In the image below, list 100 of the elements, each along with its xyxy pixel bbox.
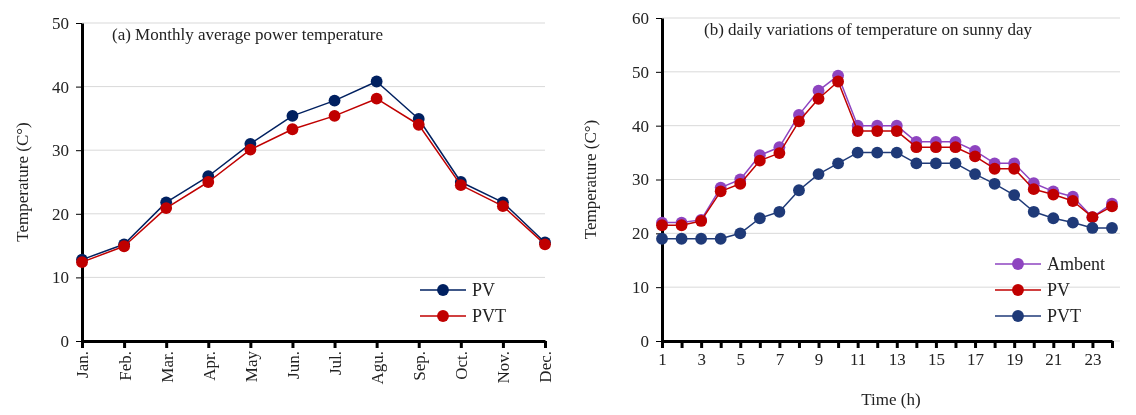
- point: [1086, 222, 1099, 234]
- point: [328, 109, 341, 122]
- point: [202, 176, 215, 188]
- y-tick-label: 20: [632, 224, 649, 244]
- point: [988, 162, 1001, 175]
- point: [1027, 183, 1040, 196]
- point: [910, 141, 923, 154]
- y-tick-label: 0: [640, 331, 649, 351]
- point: [714, 185, 727, 198]
- x-tick-label: 9: [814, 350, 824, 369]
- x-tick-label: Sep.: [410, 351, 430, 381]
- point: [949, 141, 962, 154]
- x-tick-label: Jul.: [326, 351, 345, 376]
- y-axis-title: Temperature (C°): [581, 119, 600, 240]
- x-axis-title: Time (h): [861, 390, 921, 409]
- point: [454, 179, 467, 192]
- chart-title: (b) daily variations of temperature on sunny day: [704, 20, 1033, 39]
- point: [1008, 189, 1021, 202]
- point: [1047, 212, 1060, 225]
- point: [1106, 222, 1118, 234]
- point: [969, 168, 981, 181]
- point: [734, 227, 747, 240]
- x-tick-label: 11: [849, 350, 867, 369]
- point: [773, 147, 786, 160]
- x-tick-label: 15: [927, 350, 945, 369]
- point: [656, 232, 668, 245]
- point: [793, 115, 805, 128]
- x-tick-label: Agu.: [368, 351, 388, 385]
- legend-label: PVT: [1047, 306, 1082, 326]
- point: [871, 125, 884, 137]
- x-tick-label: Jan.: [73, 351, 93, 378]
- point: [949, 157, 962, 170]
- point: [851, 125, 864, 137]
- x-tick-label: May: [241, 350, 261, 383]
- legend-label: PV: [472, 280, 496, 300]
- point: [496, 200, 509, 213]
- x-tick-label: 23: [1084, 350, 1102, 369]
- x-tick-label: 17: [967, 350, 985, 369]
- point: [930, 157, 942, 170]
- point: [930, 141, 942, 154]
- x-tick-label: Feb.: [115, 351, 135, 381]
- point: [753, 154, 766, 167]
- x-tick-label: 5: [736, 350, 746, 369]
- y-tick-label: 30: [52, 141, 69, 161]
- point: [812, 168, 825, 181]
- y-tick-label: 0: [60, 331, 69, 351]
- y-axis-title: Temperature (C°): [13, 122, 32, 242]
- point: [890, 125, 903, 137]
- point: [714, 232, 727, 245]
- point: [910, 157, 923, 170]
- point: [871, 146, 884, 159]
- x-tick-label: 3: [697, 350, 706, 369]
- x-tick-label: 19: [1006, 350, 1024, 369]
- point: [328, 94, 341, 107]
- x-tick-label: 21: [1045, 350, 1063, 369]
- point: [244, 143, 257, 156]
- point: [812, 92, 825, 105]
- point: [851, 146, 864, 159]
- point: [832, 157, 844, 170]
- point: [1066, 216, 1079, 229]
- x-tick-label: 7: [775, 350, 785, 369]
- legend-label: PVT: [472, 306, 507, 326]
- point: [370, 92, 383, 105]
- y-tick-label: 10: [632, 278, 649, 298]
- y-tick-label: 20: [52, 204, 69, 224]
- point: [890, 146, 903, 159]
- point: [1066, 195, 1079, 207]
- point: [286, 109, 299, 122]
- point: [773, 205, 786, 218]
- point: [160, 202, 173, 214]
- point: [988, 177, 1001, 190]
- x-tick-label: Oct.: [452, 351, 472, 380]
- point: [370, 75, 383, 88]
- chart-title: (a) Monthly average power temperature: [112, 25, 383, 44]
- point: [734, 177, 747, 190]
- point: [969, 150, 981, 163]
- x-tick-label: Mar.: [157, 351, 177, 383]
- point: [675, 232, 688, 245]
- x-tick-label: Dec.: [536, 351, 556, 383]
- y-tick-label: 40: [52, 77, 69, 97]
- x-tick-label: Jun.: [283, 351, 303, 379]
- point: [832, 75, 844, 88]
- y-tick-label: 50: [632, 62, 649, 82]
- legend-label: Ambent: [1047, 254, 1105, 274]
- point: [286, 123, 299, 136]
- legend-label: PV: [1047, 280, 1071, 300]
- point: [1027, 205, 1040, 218]
- point: [412, 118, 425, 131]
- x-tick-label: 1: [658, 350, 667, 369]
- x-tick-label: Nov.: [494, 351, 514, 384]
- y-tick-label: 50: [52, 13, 69, 33]
- point: [753, 212, 766, 225]
- point: [695, 232, 708, 245]
- y-tick-label: 40: [632, 116, 649, 136]
- x-tick-label: 13: [888, 350, 906, 369]
- y-tick-label: 30: [632, 170, 649, 190]
- point: [793, 184, 805, 197]
- y-tick-label: 10: [52, 268, 69, 288]
- point: [1008, 162, 1021, 175]
- x-tick-label: Apr.: [199, 351, 219, 381]
